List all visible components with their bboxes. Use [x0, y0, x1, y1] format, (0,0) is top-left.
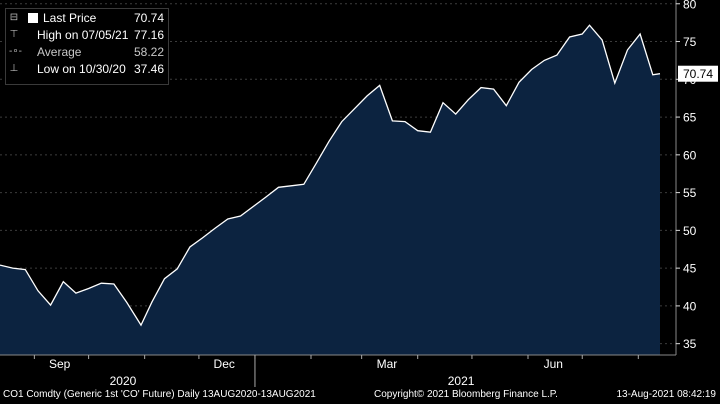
y-tick-label: 45 [683, 262, 697, 276]
legend-row-last-price: ⊟ Last Price 70.74 [6, 9, 168, 26]
legend-label: Average [37, 45, 82, 59]
legend: ⊟ Last Price 70.74 ⊤ High on 07/05/21 77… [5, 8, 169, 85]
x-tick-label: Sep [49, 357, 71, 371]
y-tick-label: 75 [683, 35, 697, 49]
legend-value: 37.46 [133, 62, 164, 76]
y-axis: 35404550556065707580 [676, 0, 697, 351]
y-tick-label: 80 [683, 0, 697, 11]
price-line [0, 24, 661, 327]
legend-value: 77.16 [133, 28, 164, 42]
legend-value: 70.74 [133, 11, 164, 25]
last-price-tag-box [678, 65, 718, 82]
average-marker-icon: -∘- [9, 46, 22, 57]
last-price-swatch [28, 13, 38, 23]
y-tick-label: 55 [683, 186, 697, 200]
legend-value: 58.22 [133, 45, 164, 59]
footer-timestamp: 13-Aug-2021 08:42:19 [616, 389, 716, 400]
y-tick-label: 35 [683, 337, 697, 351]
legend-label: High on 07/05/21 [37, 28, 129, 42]
y-tick-label: 65 [683, 111, 697, 125]
footer-copyright: Copyright© 2021 Bloomberg Finance L.P. [374, 389, 558, 400]
x-axis: Sep Dec Mar Jun 2020 2021 [33, 355, 639, 388]
price-area [0, 25, 660, 355]
year-label: 2021 [448, 374, 475, 388]
y-tick-label: 50 [683, 224, 697, 238]
legend-row-high: ⊤ High on 07/05/21 77.16 [6, 26, 168, 43]
legend-row-low: ⊥ Low on 10/30/20 37.46 [6, 60, 168, 77]
collapse-icon[interactable]: ⊟ [9, 12, 19, 23]
legend-row-average: -∘- Average 58.22 [6, 43, 168, 60]
high-marker-icon: ⊤ [9, 29, 19, 40]
x-tick-label: Jun [544, 357, 563, 371]
footer-security-description: CO1 Comdty (Generic 1st 'CO' Future) Dai… [3, 389, 316, 400]
x-tick-label: Mar [377, 357, 398, 371]
legend-label: Last Price [43, 11, 97, 25]
y-tick-label: 60 [683, 148, 697, 162]
legend-label: Low on 10/30/20 [37, 62, 126, 76]
year-label: 2020 [110, 374, 137, 388]
last-price-tag: 70.74 [678, 65, 718, 82]
low-marker-icon: ⊥ [9, 63, 19, 74]
y-tick-label: 40 [683, 299, 697, 313]
last-price-tag-label: 70.74 [683, 67, 713, 81]
x-tick-label: Dec [214, 357, 235, 371]
